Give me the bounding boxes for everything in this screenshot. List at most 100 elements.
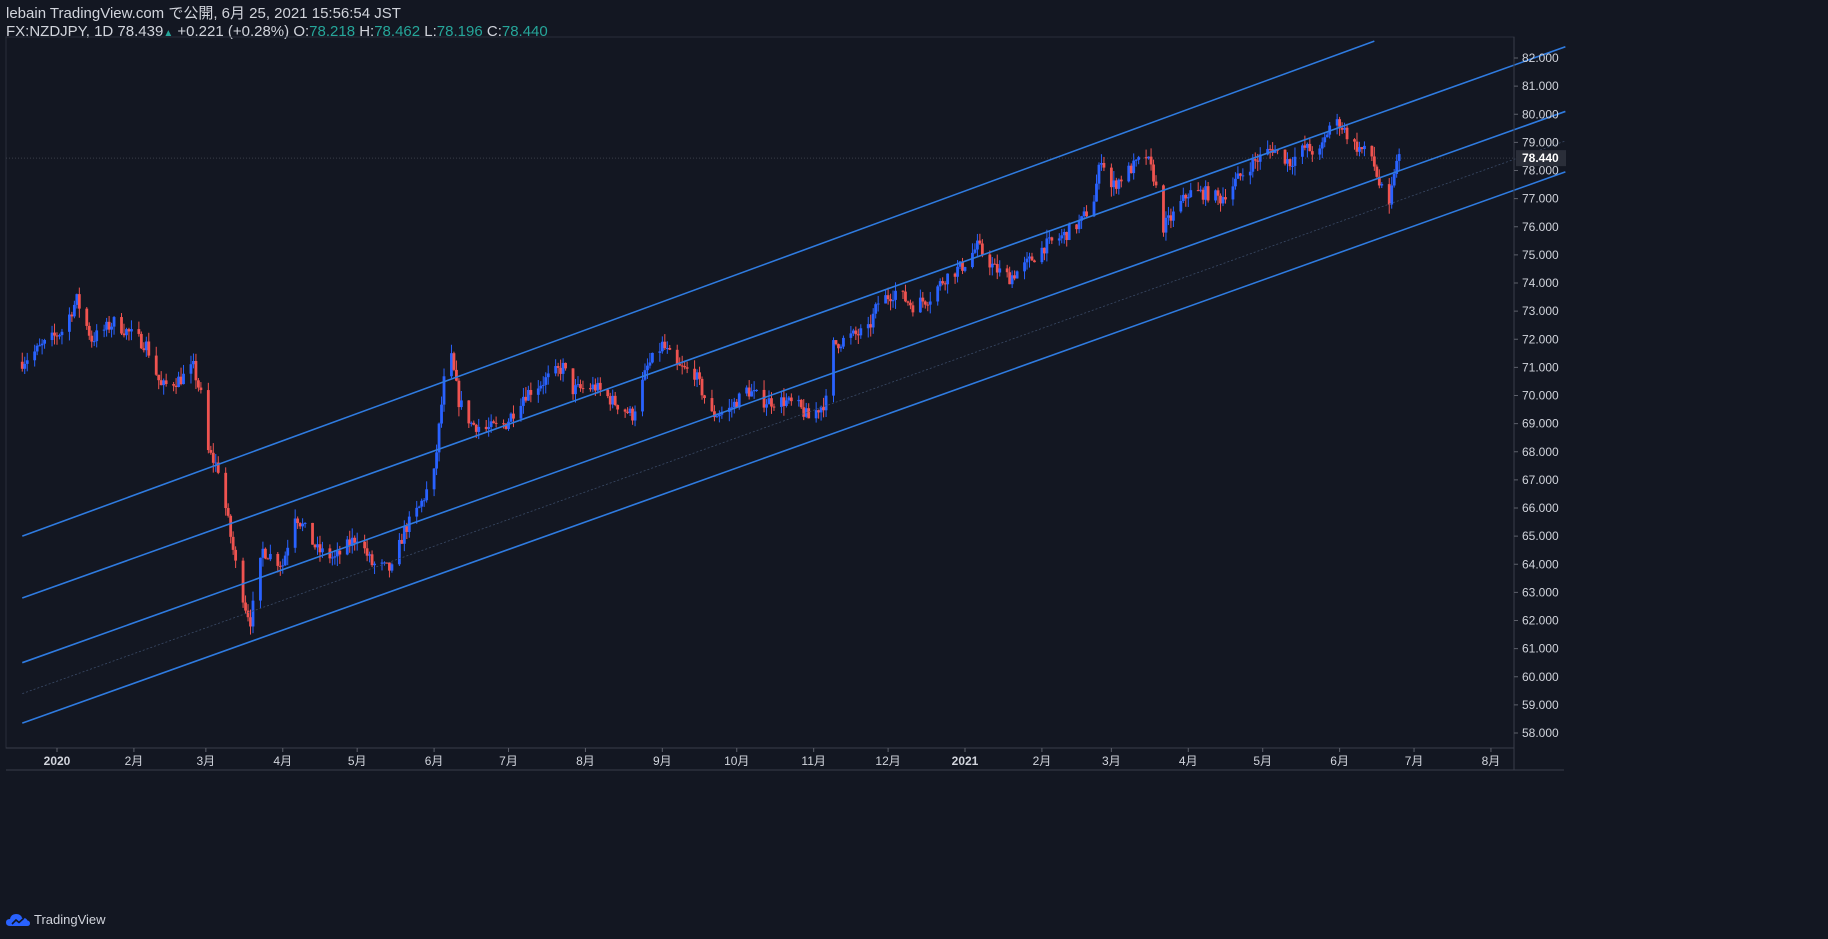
candle-body xyxy=(105,321,109,330)
candle-body xyxy=(1370,145,1374,157)
candle-body xyxy=(1345,127,1349,140)
candle-body xyxy=(819,406,823,413)
candle-body xyxy=(782,397,786,406)
ohlc-line: FX:NZDJPY, 1D 78.439▲ +0.221 (+0.28%) O:… xyxy=(6,23,548,43)
candle-body xyxy=(172,384,176,386)
candle-body xyxy=(596,382,600,391)
candle-body xyxy=(1030,256,1034,261)
y-tick-label: 74.000 xyxy=(1522,276,1559,290)
candle-body xyxy=(631,408,634,421)
x-tick-label: 2月 xyxy=(125,754,144,768)
candle-body xyxy=(1241,175,1245,177)
candle-body xyxy=(1033,260,1036,263)
channel-line-middle xyxy=(21,110,1566,664)
candle-body xyxy=(837,344,840,349)
candle-body xyxy=(420,500,424,507)
candle-body xyxy=(851,330,855,334)
candle-body xyxy=(762,389,766,408)
tradingview-logo[interactable]: TradingView xyxy=(6,912,106,927)
candle-body xyxy=(946,273,950,285)
candle-body xyxy=(973,249,977,253)
candle-body xyxy=(665,347,669,349)
candle-body xyxy=(229,515,233,537)
candle-body xyxy=(561,362,565,374)
candle-body xyxy=(179,376,183,385)
candle-body xyxy=(628,408,632,414)
y-tick-label: 68.000 xyxy=(1522,445,1559,459)
candle-body xyxy=(884,295,888,304)
candle-body xyxy=(338,550,342,555)
candle-body xyxy=(1109,167,1113,188)
chart-header: lebain TradingView.com で公開, 6月 25, 2021 … xyxy=(6,5,548,43)
candle-body xyxy=(784,400,788,406)
candle-body xyxy=(1380,184,1384,186)
y-tick-label: 72.000 xyxy=(1522,332,1559,346)
candle-body xyxy=(1008,272,1012,285)
candle-body xyxy=(1335,119,1339,126)
candle-body xyxy=(824,395,828,411)
candle-body xyxy=(278,565,282,567)
candle-body xyxy=(333,556,337,558)
candle-body xyxy=(1186,196,1190,199)
candle-body xyxy=(457,380,461,408)
candle-body xyxy=(576,384,580,386)
channel-line-outer-upper xyxy=(21,40,1375,537)
candle-body xyxy=(1196,190,1200,192)
candle-body xyxy=(1355,141,1359,152)
candle-body xyxy=(889,299,892,302)
candle-body xyxy=(1167,215,1170,218)
candle-body xyxy=(246,610,250,618)
candle-body xyxy=(648,362,652,366)
candle-body xyxy=(1075,224,1079,230)
candle-body xyxy=(469,422,473,424)
candle-body xyxy=(1047,237,1051,239)
candle-body xyxy=(107,321,111,330)
candle-body xyxy=(874,304,878,314)
candle-body xyxy=(1119,179,1123,182)
candle-body xyxy=(512,413,515,419)
candle-body xyxy=(1171,211,1175,221)
candle-body xyxy=(504,423,508,429)
x-tick-label: 3月 xyxy=(197,754,216,768)
candle-body xyxy=(226,508,230,516)
candle-body xyxy=(1303,145,1307,148)
close-label: C: xyxy=(486,23,502,40)
candle-body xyxy=(807,408,811,419)
symbol-label[interactable]: FX:NZDJPY, 1D xyxy=(6,23,114,40)
x-tick-label: 3月 xyxy=(1102,754,1121,768)
candle-body xyxy=(231,536,235,550)
candle-body xyxy=(1268,148,1272,150)
candle-body xyxy=(286,547,290,556)
candle-body xyxy=(311,522,314,545)
candle-body xyxy=(529,389,533,395)
x-tick-label: 2月 xyxy=(1033,754,1052,768)
price-change: +0.221 (+0.28%) xyxy=(177,23,290,40)
candle-body xyxy=(579,384,582,389)
candle-body xyxy=(1060,235,1064,239)
candle-body xyxy=(224,472,228,509)
candle-body xyxy=(388,562,391,571)
candle-body xyxy=(72,304,76,317)
candle-body xyxy=(536,388,540,395)
candle-body xyxy=(832,340,835,396)
y-tick-label: 59.000 xyxy=(1522,698,1559,712)
candle-body xyxy=(211,452,215,463)
candle-body xyxy=(943,283,947,285)
candle-body xyxy=(715,416,719,418)
candle-body xyxy=(58,335,61,337)
candle-body xyxy=(842,337,845,347)
candle-body xyxy=(316,544,319,548)
candle-body xyxy=(477,426,481,432)
candle-body xyxy=(55,335,59,337)
candle-body xyxy=(961,261,964,271)
candle-body xyxy=(626,411,630,414)
candle-body xyxy=(1154,181,1158,186)
candle-body xyxy=(623,409,627,412)
up-arrow-icon: ▲ xyxy=(163,28,174,39)
candle-body xyxy=(38,345,42,347)
candle-body xyxy=(1062,232,1066,236)
candle-body xyxy=(839,346,843,349)
candle-body xyxy=(216,462,220,473)
candle-body xyxy=(1221,197,1225,204)
